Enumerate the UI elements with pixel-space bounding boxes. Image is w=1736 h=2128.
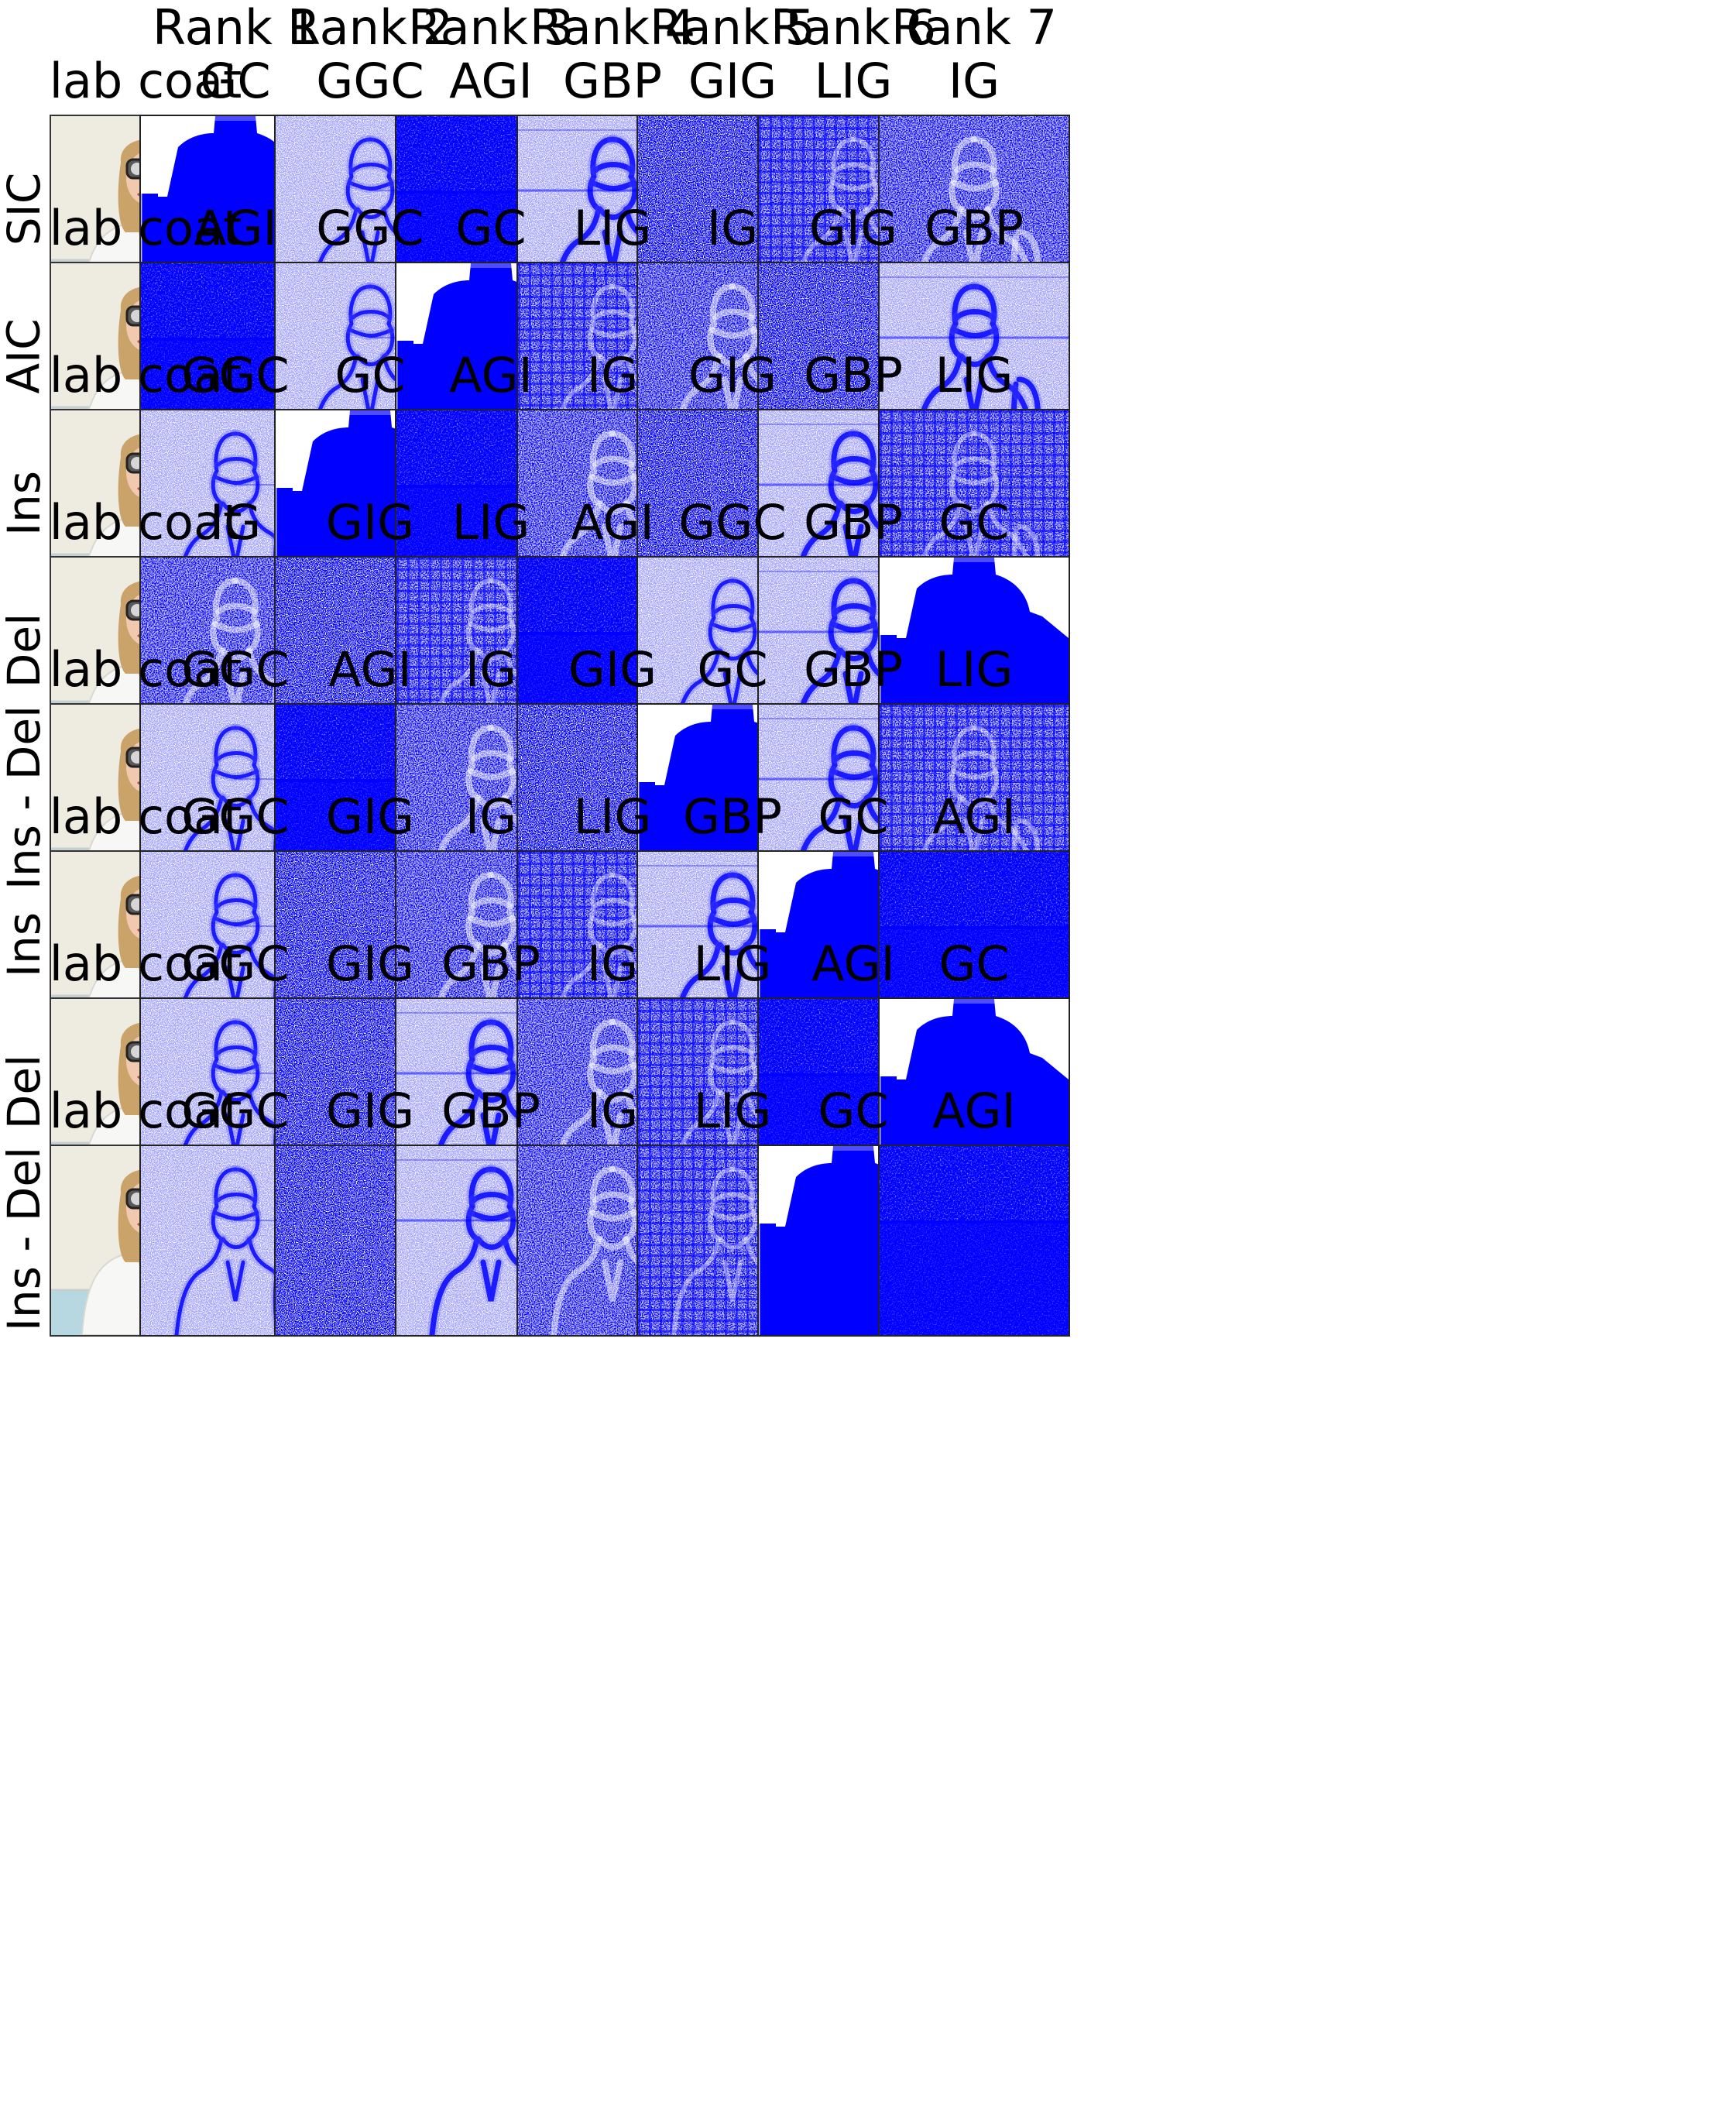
method-label: GC <box>938 494 1010 551</box>
method-label: LIG <box>814 53 893 109</box>
method-label: IG <box>586 935 639 992</box>
method-label: LIG <box>693 1083 772 1139</box>
method-label: GBP <box>804 494 903 551</box>
saliency-map-image <box>880 1146 1069 1335</box>
class-label: lab coat <box>49 494 242 551</box>
method-label: GIG <box>325 788 415 845</box>
method-label: AGI <box>811 935 895 992</box>
rank-header-6: Rank 6 <box>770 0 937 56</box>
method-label: LIG <box>573 788 652 845</box>
class-label: lab coat <box>49 935 242 992</box>
class-label: lab coat <box>49 1083 242 1139</box>
method-label: IG <box>586 1083 639 1139</box>
method-label: AGI <box>932 788 1016 845</box>
method-label: GC <box>200 53 271 109</box>
method-label: GBP <box>925 200 1024 256</box>
rank-header-1: Rank 1 <box>152 0 319 56</box>
method-label: LIG <box>693 935 772 992</box>
method-label: GBP <box>804 347 903 403</box>
method-label: AGI <box>194 200 277 256</box>
method-label: GBP <box>683 788 782 845</box>
method-label: GC <box>697 641 768 698</box>
saliency-map <box>878 1145 1070 1337</box>
method-label: GGC <box>181 641 290 698</box>
method-label: GGC <box>181 935 290 992</box>
class-label: lab coat <box>49 641 242 698</box>
method-label: IG <box>586 347 639 403</box>
metric-row-label: Ins - Del <box>0 1143 50 1335</box>
method-label: GGC <box>316 53 424 109</box>
method-label: GC <box>455 200 527 256</box>
method-label: LIG <box>935 641 1014 698</box>
method-label: GC <box>818 1083 889 1139</box>
rank-header-3: Rank 3 <box>407 0 575 56</box>
method-label: LIG <box>935 347 1014 403</box>
method-label: LIG <box>573 200 652 256</box>
method-label: AGI <box>449 347 533 403</box>
method-label: IG <box>209 494 262 551</box>
method-label: AGI <box>449 53 533 109</box>
method-label: GBP <box>804 641 903 698</box>
method-label: GIG <box>688 347 777 403</box>
method-label: GBP <box>441 935 540 992</box>
class-label: lab coat <box>49 347 242 403</box>
method-label: GBP <box>441 1083 540 1139</box>
method-label: AGI <box>571 494 654 551</box>
method-label: GC <box>335 347 406 403</box>
method-label: GGC <box>181 788 290 845</box>
rank-header-7: Rank 7 <box>890 0 1058 56</box>
method-label: GIG <box>808 200 898 256</box>
method-label: GIG <box>325 935 415 992</box>
rank-header-2: Rank 2 <box>286 0 454 56</box>
method-label: IG <box>706 200 759 256</box>
class-label: lab coat <box>49 788 242 845</box>
method-label: GGC <box>316 200 424 256</box>
rank-header-5: Rank 5 <box>649 0 816 56</box>
method-label: GC <box>818 788 889 845</box>
method-label: GGC <box>181 347 290 403</box>
method-label: AGI <box>932 1083 1016 1139</box>
method-label: GGC <box>181 1083 290 1139</box>
method-label: IG <box>465 788 517 845</box>
metric-row-label-text: Ins - Del <box>0 1146 50 1332</box>
method-label: IG <box>948 53 1000 109</box>
method-label: AGI <box>328 641 412 698</box>
method-label: GIG <box>325 1083 415 1139</box>
class-label: lab coat <box>49 53 242 109</box>
method-label: GBP <box>563 53 662 109</box>
method-label: LIG <box>451 494 530 551</box>
method-label: GGC <box>678 494 787 551</box>
method-label: GIG <box>688 53 777 109</box>
method-label: GC <box>938 935 1010 992</box>
method-label: GIG <box>325 494 415 551</box>
method-label: GIG <box>568 641 657 698</box>
class-label: lab coat <box>49 200 242 256</box>
rank-header-4: Rank 4 <box>529 0 696 56</box>
method-label: IG <box>465 641 517 698</box>
